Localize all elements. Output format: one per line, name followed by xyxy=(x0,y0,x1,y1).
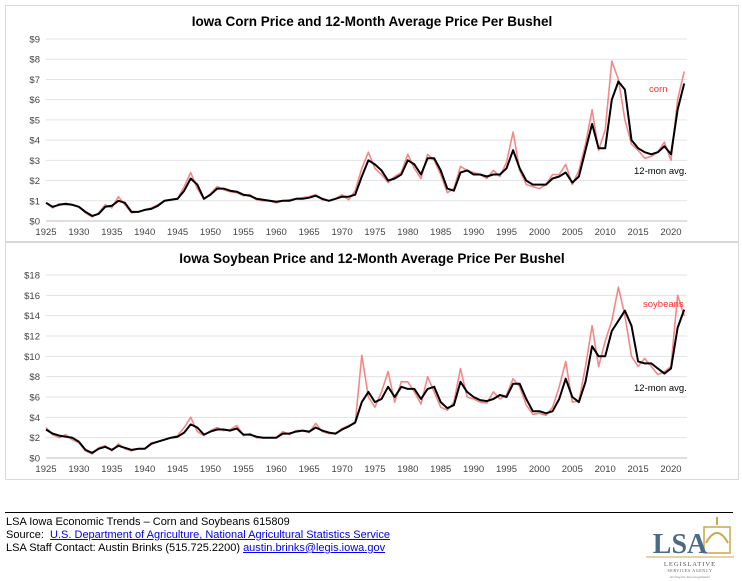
x-tick-label: 1945 xyxy=(167,227,188,238)
x-tick-label: 1935 xyxy=(101,227,122,238)
x-tick-label: 1945 xyxy=(167,464,188,475)
svg-text:Serving the Iowa Legislature: Serving the Iowa Legislature xyxy=(670,575,711,579)
source-label: Source: xyxy=(6,529,44,541)
x-tick-label: 2015 xyxy=(628,464,649,475)
source-link[interactable]: U.S. Department of Agriculture, National… xyxy=(50,529,390,541)
x-tick-label: 1970 xyxy=(331,227,352,238)
footer-source: Source: U.S. Department of Agriculture, … xyxy=(6,529,390,542)
y-tick-label: $2 xyxy=(29,176,40,187)
y-tick-label: $5 xyxy=(29,115,40,126)
x-tick-label: 1955 xyxy=(233,464,254,475)
x-tick-label: 2000 xyxy=(529,227,550,238)
x-tick-label: 1930 xyxy=(68,227,89,238)
x-tick-label: 1975 xyxy=(364,464,385,475)
x-tick-label: 1930 xyxy=(68,464,89,475)
contact-label: LSA Staff Contact: Austin Brinks (515.72… xyxy=(6,542,240,554)
y-tick-label: $6 xyxy=(29,95,40,106)
chart-canvas: Iowa Corn Price and 12-Month Average Pri… xyxy=(29,14,688,238)
x-tick-label: 1935 xyxy=(101,464,122,475)
footer-contact: LSA Staff Contact: Austin Brinks (515.72… xyxy=(6,542,385,555)
x-tick-label: 1975 xyxy=(364,227,385,238)
x-tick-label: 1990 xyxy=(463,227,484,238)
x-tick-label: 1950 xyxy=(200,464,221,475)
series-label-price: soybeans xyxy=(643,299,684,310)
series-label-average: 12-mon avg. xyxy=(634,383,687,394)
x-tick-label: 1990 xyxy=(463,464,484,475)
contact-email-link[interactable]: austin.brinks@legis.iowa.gov xyxy=(243,542,386,554)
average-line xyxy=(45,309,686,454)
x-tick-label: 2020 xyxy=(660,227,681,238)
x-tick-label: 1960 xyxy=(266,464,287,475)
y-tick-label: $9 xyxy=(29,35,40,46)
y-tick-label: $7 xyxy=(29,75,40,86)
chart-title: Iowa Corn Price and 12-Month Average Pri… xyxy=(192,14,553,29)
chart-canvas: Iowa Soybean Price and 12-Month Average … xyxy=(24,251,688,475)
svg-text:LEGISLATIVE: LEGISLATIVE xyxy=(664,561,716,568)
x-tick-label: 1925 xyxy=(35,464,56,475)
soybean-price-chart: Iowa Soybean Price and 12-Month Average … xyxy=(5,242,739,480)
y-tick-label: $4 xyxy=(29,413,40,424)
x-tick-label: 2000 xyxy=(529,464,550,475)
footer-divider xyxy=(5,512,733,513)
y-tick-label: $8 xyxy=(29,55,40,66)
x-tick-label: 1985 xyxy=(430,227,451,238)
y-tick-label: $3 xyxy=(29,156,40,167)
x-tick-label: 2010 xyxy=(595,464,616,475)
series-label-average: 12-mon avg. xyxy=(634,166,687,177)
footer-title: LSA Iowa Economic Trends – Corn and Soyb… xyxy=(6,516,290,528)
x-tick-label: 2015 xyxy=(628,227,649,238)
x-tick-label: 1950 xyxy=(200,227,221,238)
x-tick-label: 2010 xyxy=(595,227,616,238)
x-tick-label: 2005 xyxy=(562,227,583,238)
svg-text:LSA: LSA xyxy=(653,529,708,560)
x-tick-label: 1985 xyxy=(430,464,451,475)
chart-title: Iowa Soybean Price and 12-Month Average … xyxy=(179,251,564,266)
y-tick-label: $6 xyxy=(29,393,40,404)
x-tick-label: 1955 xyxy=(233,227,254,238)
y-tick-label: $14 xyxy=(24,311,40,322)
corn-price-chart: Iowa Corn Price and 12-Month Average Pri… xyxy=(5,5,739,242)
x-tick-label: 2020 xyxy=(660,464,681,475)
x-tick-label: 1940 xyxy=(134,464,155,475)
y-tick-label: $0 xyxy=(29,454,40,465)
average-line xyxy=(45,80,686,217)
y-tick-label: $2 xyxy=(29,433,40,444)
x-tick-label: 1960 xyxy=(266,227,287,238)
x-tick-label: 1995 xyxy=(496,464,517,475)
y-tick-label: $12 xyxy=(24,332,40,343)
x-tick-label: 1970 xyxy=(331,464,352,475)
x-tick-label: 1925 xyxy=(35,227,56,238)
x-tick-label: 1965 xyxy=(299,227,320,238)
svg-text:SERVICES AGENCY: SERVICES AGENCY xyxy=(667,568,712,573)
y-tick-label: $0 xyxy=(29,217,40,228)
y-tick-label: $1 xyxy=(29,196,40,207)
y-tick-label: $18 xyxy=(24,271,40,282)
series-label-price: corn xyxy=(649,84,667,95)
x-tick-label: 1980 xyxy=(397,464,418,475)
x-tick-label: 1965 xyxy=(299,464,320,475)
y-tick-label: $4 xyxy=(29,136,40,147)
x-tick-label: 2005 xyxy=(562,464,583,475)
x-tick-label: 1995 xyxy=(496,227,517,238)
x-tick-label: 1940 xyxy=(134,227,155,238)
lsa-logo: LSA LEGISLATIVE SERVICES AGENCY Serving … xyxy=(646,517,734,579)
x-tick-label: 1980 xyxy=(397,227,418,238)
y-tick-label: $8 xyxy=(29,372,40,383)
y-tick-label: $10 xyxy=(24,352,40,363)
y-tick-label: $16 xyxy=(24,291,40,302)
